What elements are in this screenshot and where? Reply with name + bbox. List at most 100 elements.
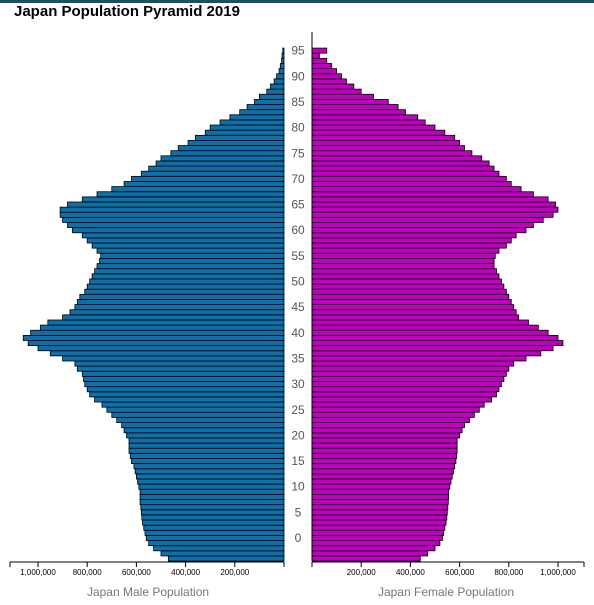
age-tick-label: 70 — [291, 172, 305, 186]
female-bar — [311, 237, 512, 244]
age-tick-label: 0 — [295, 531, 302, 545]
male-bar — [209, 124, 285, 131]
male-bar — [76, 365, 285, 372]
female-bar — [311, 355, 527, 362]
female-bar — [311, 411, 475, 418]
female-bar — [311, 535, 443, 541]
female-bar — [311, 83, 355, 90]
age-tick-label: 45 — [291, 300, 305, 314]
male-bar — [111, 411, 285, 418]
female-bar — [311, 473, 453, 480]
female-bar — [311, 283, 505, 290]
female-bar — [311, 227, 527, 234]
male-bar — [59, 211, 285, 218]
male-bar — [22, 334, 285, 341]
male-bar — [84, 288, 285, 295]
female-bar — [311, 417, 470, 423]
male-bar — [137, 478, 285, 485]
female-bar — [311, 201, 556, 208]
male-tick-label: 1,000,000 — [20, 568, 56, 577]
female-bar — [311, 540, 441, 547]
female-bar — [311, 124, 436, 131]
top-accent-line — [0, 0, 594, 3]
female-bar — [311, 340, 564, 347]
male-bar — [204, 129, 285, 136]
male-bar — [128, 447, 285, 454]
female-bar — [311, 145, 465, 152]
female-x-axis: 200,000 400,000 600,000 800,000 1,000,000 — [311, 561, 585, 577]
female-bar — [311, 350, 542, 357]
male-bar — [282, 47, 285, 54]
female-bar — [311, 458, 457, 464]
male-bar — [111, 186, 285, 193]
female-bar — [311, 114, 419, 121]
male-axis-title: Japan Male Population — [87, 585, 209, 599]
female-bar — [311, 104, 399, 111]
female-bar — [311, 442, 458, 449]
male-bar — [143, 524, 285, 531]
female-bar — [311, 165, 495, 172]
female-bar — [311, 514, 448, 521]
male-bar — [139, 494, 285, 500]
male-bar — [139, 488, 285, 495]
female-tick-label: 1,000,000 — [540, 568, 576, 577]
male-bar — [96, 263, 285, 270]
female-bar — [311, 370, 507, 377]
female-bar — [311, 483, 451, 490]
age-tick-label: 15 — [291, 454, 305, 468]
male-bar — [123, 427, 285, 434]
male-bar — [281, 52, 285, 59]
male-bar — [106, 406, 285, 413]
female-bar — [311, 406, 480, 413]
male-bar — [167, 555, 285, 562]
male-bar — [47, 319, 285, 326]
male-bar — [40, 324, 285, 331]
age-tick-label: 5 — [295, 505, 302, 519]
male-bar — [86, 386, 285, 393]
male-bar — [279, 63, 285, 69]
female-bar — [311, 304, 515, 311]
male-bar — [187, 140, 285, 146]
male-tick-label: 400,000 — [171, 568, 200, 577]
female-tick-label: 600,000 — [445, 568, 474, 577]
age-axis: 0 5 10 15 20 25 30 35 40 45 50 55 60 65 70 75 80 85 90 95 — [291, 32, 313, 560]
male-bar — [83, 376, 285, 382]
female-bar — [311, 386, 500, 393]
female-bar — [311, 288, 507, 295]
female-bar — [311, 186, 522, 193]
age-tick-label: 20 — [291, 428, 305, 442]
male-bar — [96, 191, 285, 198]
male-bar — [128, 442, 285, 449]
female-tick-label: 800,000 — [494, 568, 523, 577]
female-bar — [311, 437, 458, 444]
age-tick-label: 75 — [291, 146, 305, 160]
male-bar — [128, 437, 285, 444]
male-bar — [141, 514, 285, 521]
female-bar — [311, 422, 465, 429]
male-bar — [148, 165, 285, 172]
male-bar — [123, 181, 285, 187]
female-bar — [311, 550, 429, 557]
male-bar — [62, 355, 285, 362]
male-bar — [94, 268, 285, 275]
male-bar — [101, 401, 285, 408]
male-x-axis: 1,000,000 800,000 600,000 400,000 200,000 — [9, 561, 285, 577]
female-bar — [311, 360, 515, 367]
male-bar — [96, 247, 285, 254]
male-bar — [281, 57, 285, 64]
female-bar — [311, 52, 320, 59]
female-bar — [311, 175, 507, 182]
female-bar — [311, 499, 449, 506]
female-bar — [311, 232, 517, 239]
female-bar — [311, 181, 512, 187]
female-bar — [311, 258, 495, 264]
female-bar — [311, 170, 500, 177]
male-bar — [239, 109, 285, 116]
female-bar — [311, 488, 449, 495]
female-bar — [311, 129, 446, 136]
female-bar — [311, 545, 436, 552]
female-bar — [311, 119, 426, 126]
female-bar — [311, 345, 554, 352]
female-bar — [311, 211, 554, 218]
